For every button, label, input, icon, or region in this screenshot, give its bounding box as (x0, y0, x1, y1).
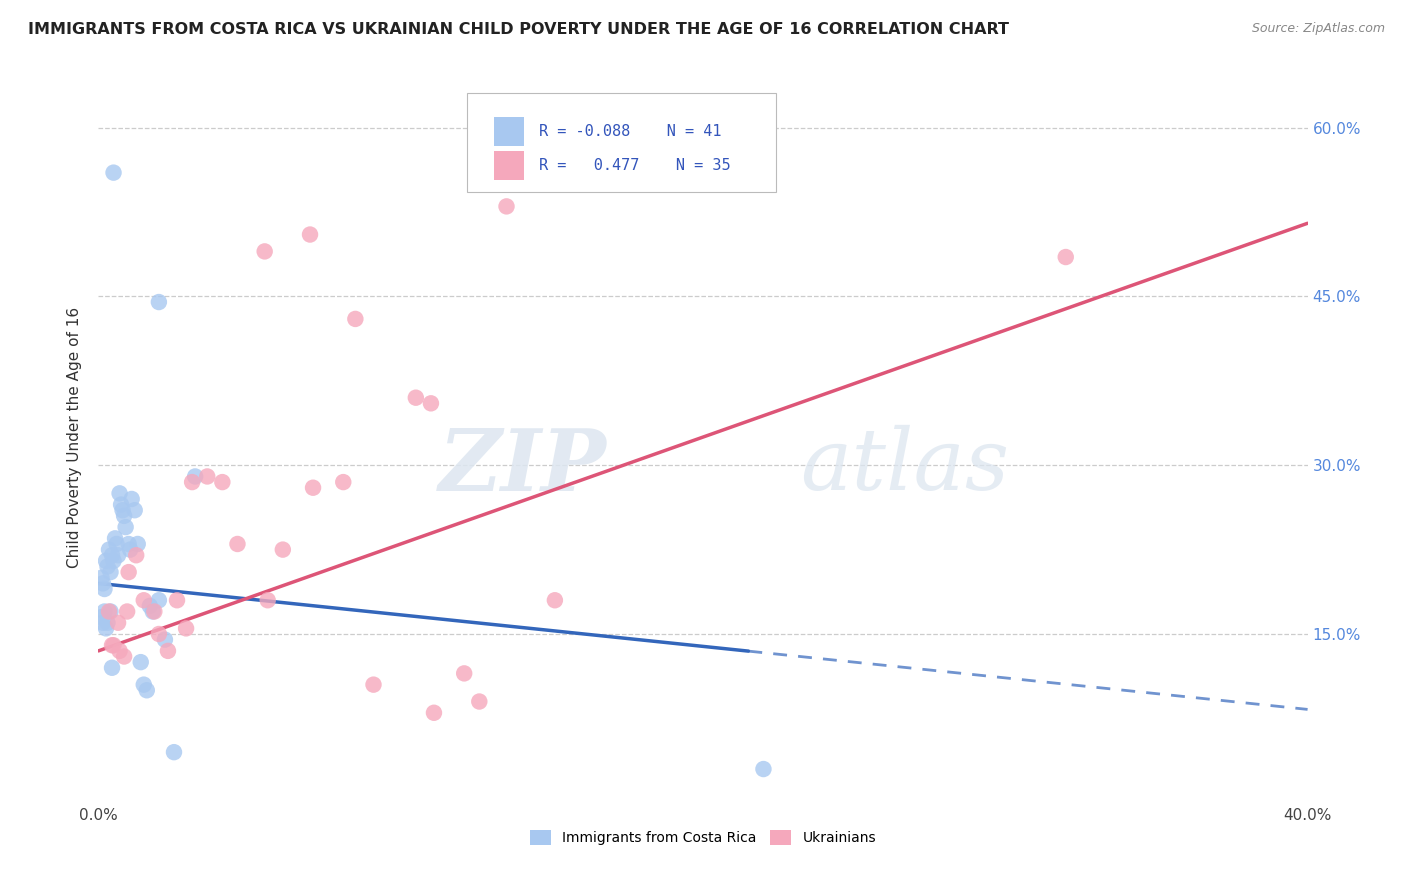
Point (91, 576, 114, 591)
Point (124, 503, 146, 517)
Point (96, 559, 118, 574)
Point (107, 615, 129, 630)
Point (90, 571, 112, 585)
Point (101, 661, 124, 675)
Text: R =   0.477    N = 35: R = 0.477 N = 35 (538, 158, 730, 173)
Point (98, 542, 121, 557)
Legend: Immigrants from Costa Rica, Ukrainians: Immigrants from Costa Rica, Ukrainians (524, 825, 882, 851)
FancyBboxPatch shape (494, 151, 524, 180)
Point (101, 548, 124, 562)
Point (344, 312, 367, 326)
Point (105, 537, 128, 551)
Point (112, 649, 135, 664)
Point (132, 678, 155, 692)
Point (120, 542, 142, 557)
Point (103, 638, 125, 652)
Point (139, 599, 162, 613)
Point (148, 295, 170, 310)
Point (100, 605, 122, 619)
Point (226, 537, 249, 551)
Point (111, 503, 134, 517)
Point (98, 605, 121, 619)
Point (101, 638, 124, 652)
Y-axis label: Child Poverty Under the Age of 16: Child Poverty Under the Age of 16 (67, 307, 83, 567)
Point (125, 548, 148, 562)
Point (142, 605, 165, 619)
Point (129, 655, 152, 669)
Point (103, 166, 125, 180)
Point (115, 605, 138, 619)
Point (135, 683, 157, 698)
Point (174, 621, 197, 635)
Point (107, 548, 129, 562)
Point (195, 469, 218, 483)
Point (332, 475, 354, 489)
Text: Source: ZipAtlas.com: Source: ZipAtlas.com (1251, 22, 1385, 36)
Point (163, 745, 186, 759)
Point (423, 706, 446, 720)
Point (96, 615, 118, 630)
Point (468, 694, 491, 708)
Point (94, 554, 117, 568)
Point (103, 554, 125, 568)
Point (121, 491, 143, 506)
Point (93, 605, 115, 619)
Point (112, 508, 135, 523)
Point (363, 678, 385, 692)
Point (256, 593, 278, 607)
Text: ZIP: ZIP (439, 425, 606, 508)
Point (114, 520, 136, 534)
Point (420, 396, 443, 410)
Point (132, 593, 155, 607)
Text: R = -0.088    N = 41: R = -0.088 N = 41 (538, 124, 721, 139)
Point (93, 582, 115, 596)
Point (118, 565, 141, 579)
Point (108, 644, 131, 658)
Point (118, 537, 141, 551)
FancyBboxPatch shape (467, 94, 776, 192)
Point (544, 593, 567, 607)
Point (91, 615, 114, 630)
Point (299, 227, 322, 242)
Text: IMMIGRANTS FROM COSTA RICA VS UKRAINIAN CHILD POVERTY UNDER THE AGE OF 16 CORREL: IMMIGRANTS FROM COSTA RICA VS UKRAINIAN … (28, 22, 1010, 37)
Point (153, 632, 176, 647)
Text: atlas: atlas (800, 425, 1010, 508)
Point (752, 762, 775, 776)
Point (1054, 250, 1077, 264)
Point (127, 537, 149, 551)
Point (104, 532, 127, 546)
Point (156, 644, 179, 658)
Point (211, 475, 233, 489)
Point (166, 593, 188, 607)
Point (143, 605, 166, 619)
Point (148, 593, 170, 607)
Point (148, 627, 170, 641)
Point (405, 391, 427, 405)
Point (100, 565, 122, 579)
Point (302, 481, 325, 495)
Point (94, 621, 117, 635)
Point (184, 469, 207, 483)
Point (453, 666, 475, 681)
Point (110, 498, 132, 512)
Point (108, 486, 131, 500)
Point (253, 244, 276, 259)
Point (271, 542, 294, 557)
Point (495, 199, 517, 213)
Point (181, 475, 204, 489)
FancyBboxPatch shape (494, 117, 524, 146)
Point (90, 610, 112, 624)
